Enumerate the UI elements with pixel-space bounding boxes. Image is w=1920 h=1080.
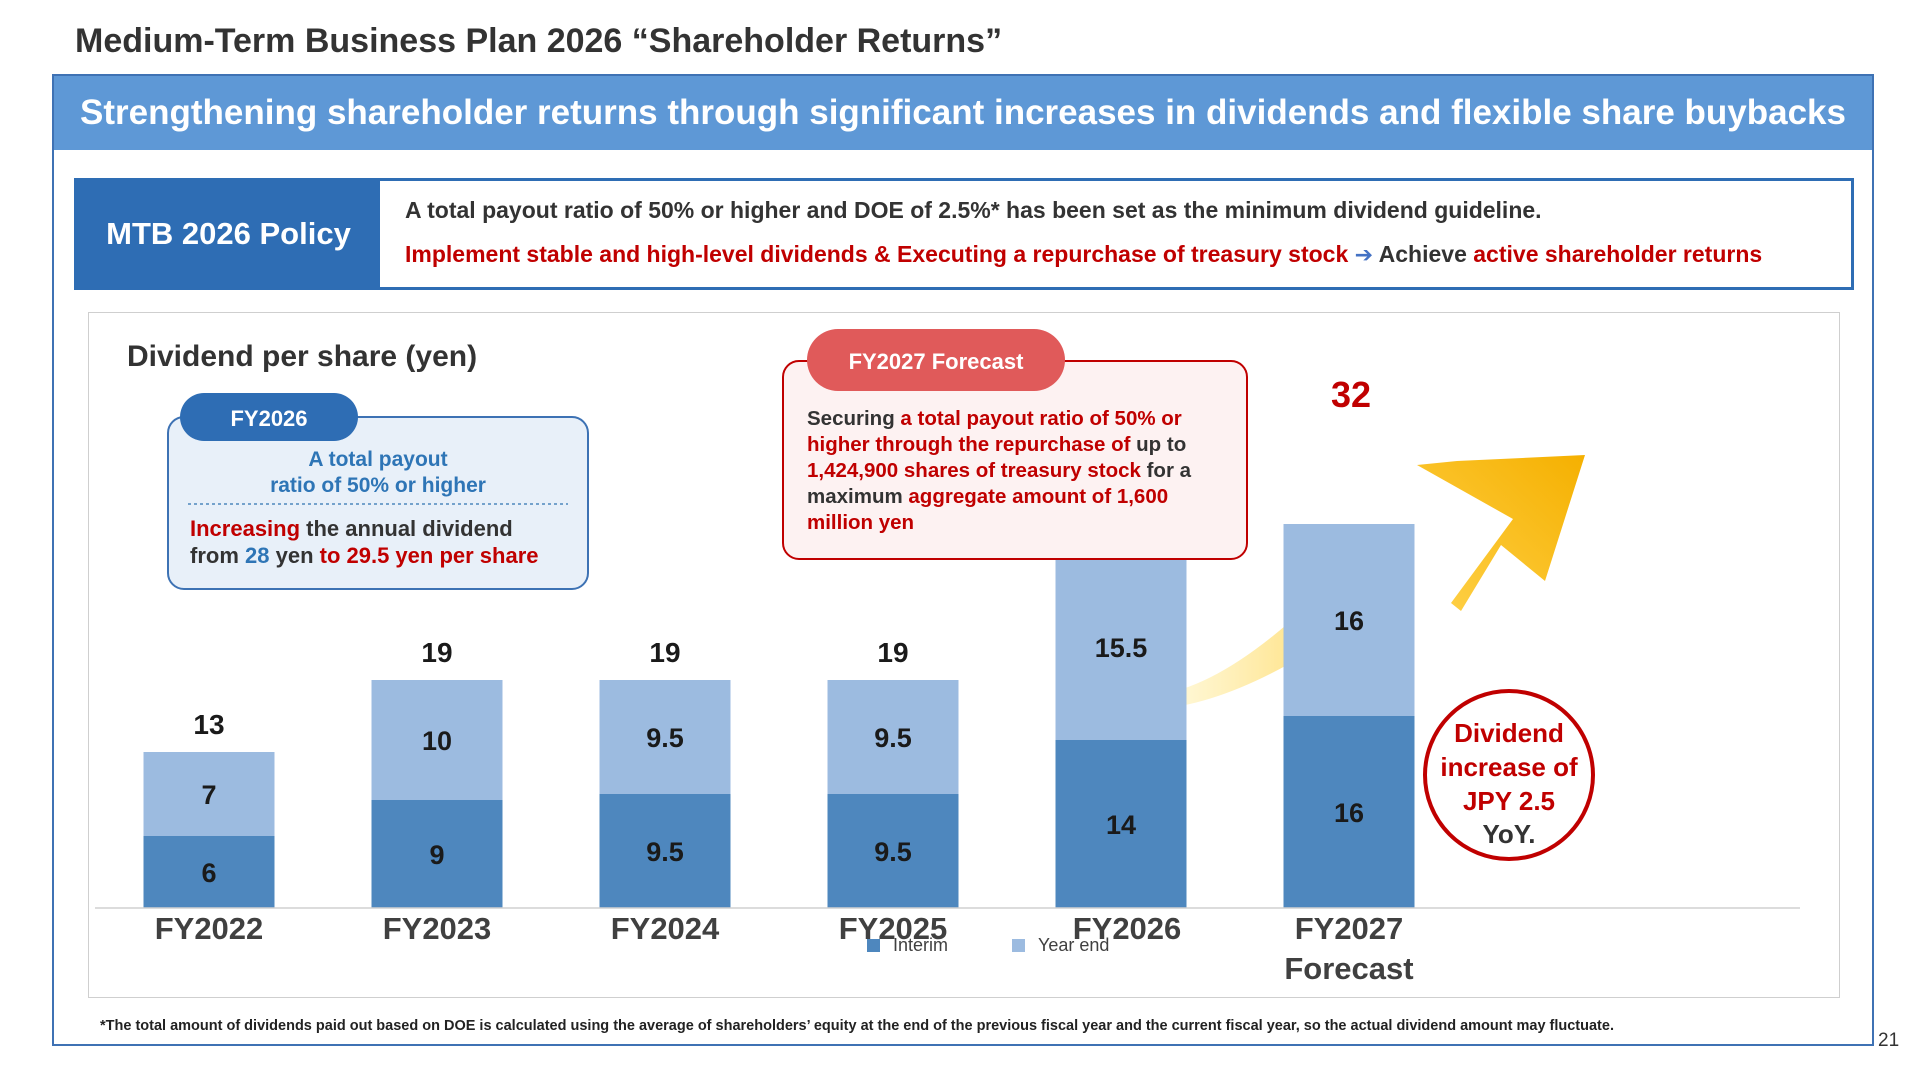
label-year-end-fy2026: 15.5	[1095, 633, 1148, 663]
fy2027-callout-line5: million yen	[807, 511, 914, 534]
badge-line1: Dividend	[1454, 718, 1564, 748]
policy-achieve: Achieve	[1378, 241, 1467, 267]
from-value: 28	[245, 543, 269, 568]
dividend-chart: Dividend per share (yen) 6 7 13 FY2022 9 10 19…	[95, 329, 1800, 986]
bar-interim-fy2025	[827, 794, 959, 908]
fy2026-callout: FY2026 A total payout ratio of 50% or hi…	[167, 393, 589, 590]
category-label-fy2026: FY2026	[1073, 911, 1182, 946]
footnote: *The total amount of dividends paid out …	[100, 1018, 1614, 1034]
category-label-fy2022: FY2022	[155, 911, 264, 946]
bar-year-end-fy2023	[371, 680, 503, 800]
policy-action-red: Implement stable and high-level dividend…	[405, 241, 1349, 267]
label-interim-fy2026: 14	[1106, 810, 1136, 840]
legend-label-year-end: Year end	[1038, 935, 1109, 955]
badge-line3: JPY 2.5	[1463, 786, 1555, 816]
policy-achieve-red: active shareholder returns	[1473, 241, 1763, 267]
badge-line4: YoY.	[1483, 819, 1536, 849]
growth-arrow-icon	[1417, 455, 1585, 611]
chart-panel: Dividend per share (yen) 6 7 13 FY2022 9 10 19…	[88, 312, 1840, 998]
category-label-fy2025: FY2025	[839, 911, 948, 946]
legend-swatch-interim	[867, 939, 880, 952]
policy-label: MTB 2026 Policy	[77, 181, 380, 287]
from-word: from	[190, 543, 245, 568]
total-label-fy2022: 13	[193, 709, 224, 740]
fy2027-callout-line2: higher through the repurchase of up to	[807, 433, 1186, 456]
label-year-end-fy2023: 10	[422, 726, 452, 756]
total-label-fy2023: 19	[421, 637, 452, 668]
label-interim-fy2024: 9.5	[646, 837, 684, 867]
to-value: to 29.5 yen per share	[320, 543, 539, 568]
bars-layer: 6 7 13 FY2022 9 10 19 FY2023 9.5 9.5 19 FY2024 9.5 9.…	[143, 374, 1415, 986]
legend-label-interim: Interim	[893, 935, 948, 955]
bar-interim-fy2023	[371, 800, 503, 908]
bar-year-end-fy2025	[827, 680, 959, 794]
page-title: Medium-Term Business Plan 2026 “Sharehol…	[75, 22, 1003, 60]
label-year-end-fy2024: 9.5	[646, 723, 684, 753]
right-arrow-icon: ➔	[1354, 242, 1374, 267]
bar-year-end-fy2022	[143, 752, 275, 836]
bar-year-end-fy2026	[1055, 554, 1187, 740]
bar-interim-fy2027	[1283, 716, 1415, 908]
fy2026-callout-line1: A total payout	[308, 448, 447, 471]
category-sublabel-fy2027: Forecast	[1284, 951, 1413, 986]
fy2027-callout-line4: maximum aggregate amount of 1,600	[807, 485, 1168, 508]
fy2026-callout-increase-line1: Increasing the annual dividend	[190, 516, 513, 541]
fy2026-callout-line2: ratio of 50% or higher	[270, 474, 486, 497]
policy-box: MTB 2026 Policy A total payout ratio of …	[74, 178, 1854, 290]
total-label-fy2025: 19	[877, 637, 908, 668]
bar-year-end-fy2024	[599, 680, 731, 794]
fy2026-callout-tag: FY2026	[230, 406, 307, 431]
label-interim-fy2025: 9.5	[874, 837, 912, 867]
fy2026-callout-increase-line2: from 28 yen to 29.5 yen per share	[190, 543, 539, 568]
bar-year-end-fy2027	[1283, 524, 1415, 716]
label-year-end-fy2027: 16	[1334, 606, 1364, 636]
policy-action-text: Implement stable and high-level dividend…	[405, 241, 1762, 268]
total-label-fy2024: 19	[649, 637, 680, 668]
label-interim-fy2027: 16	[1334, 798, 1364, 828]
fy2027-forecast-callout: FY2027 Forecast Securing a total payout …	[782, 329, 1248, 560]
policy-guideline-text: A total payout ratio of 50% or higher an…	[405, 197, 1542, 223]
bar-interim-fy2022	[143, 836, 275, 908]
legend: Interim Year end	[867, 935, 1109, 955]
category-label-fy2027: FY2027	[1295, 911, 1404, 946]
label-interim-fy2023: 9	[429, 840, 444, 870]
bar-interim-fy2026	[1055, 740, 1187, 908]
fy2027-callout-line1: Securing a total payout ratio of 50% or	[807, 407, 1182, 430]
total-label-fy2027: 32	[1331, 374, 1371, 415]
dividend-increase-badge: Dividend increase of JPY 2.5 YoY.	[1423, 689, 1595, 861]
increasing-word: Increasing	[190, 516, 300, 541]
bar-interim-fy2024	[599, 794, 731, 908]
increase-rest: the annual dividend	[300, 516, 513, 541]
label-year-end-fy2025: 9.5	[874, 723, 912, 753]
fy2027-callout-line3: 1,424,900 shares of treasury stock for a	[807, 459, 1192, 482]
label-interim-fy2022: 6	[201, 858, 216, 888]
content-frame: Strengthening shareholder returns throug…	[52, 74, 1874, 1046]
yen-word: yen	[269, 543, 319, 568]
category-label-fy2024: FY2024	[611, 911, 720, 946]
headline-banner: Strengthening shareholder returns throug…	[54, 76, 1872, 150]
category-label-fy2023: FY2023	[383, 911, 492, 946]
label-year-end-fy2022: 7	[201, 780, 216, 810]
chart-title: Dividend per share (yen)	[127, 340, 477, 373]
page-number: 21	[1878, 1030, 1900, 1051]
legend-swatch-year-end	[1012, 939, 1025, 952]
fy2027-callout-tag: FY2027 Forecast	[849, 349, 1025, 374]
badge-line2: increase of	[1440, 752, 1578, 782]
